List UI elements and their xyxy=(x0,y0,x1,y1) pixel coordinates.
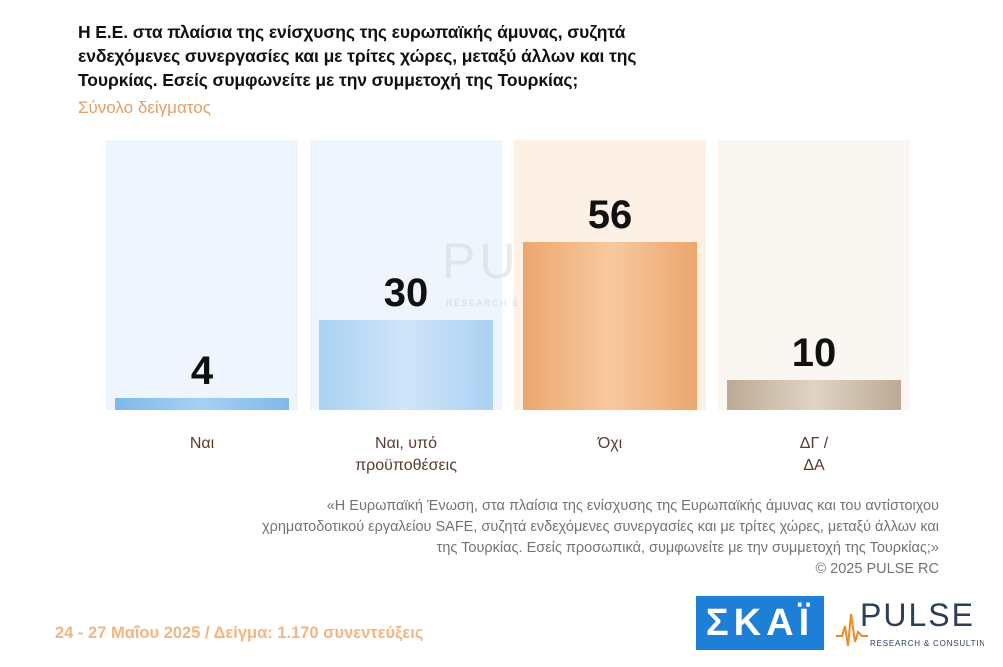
bar xyxy=(523,242,697,410)
category-label-line: ΔΓ / xyxy=(800,435,829,452)
pulse-logo-tagline: RESEARCH & CONSULTING xyxy=(870,639,984,648)
bar xyxy=(727,380,901,410)
category-label-line: ΔΑ xyxy=(803,457,825,474)
category-label: ΔΓ / ΔΑ xyxy=(800,435,829,474)
pulse-wave-icon xyxy=(836,613,868,647)
watermark-tagline: RESEARCH & CONSULTING xyxy=(446,298,597,308)
column-background xyxy=(106,140,298,410)
skai-logo: ΣΚΑΪ xyxy=(696,596,824,650)
question-quote: «Η Ευρωπαϊκή Ένωση, στα πλαίσια της ενίσ… xyxy=(261,498,939,556)
category-label-line: Ναι xyxy=(190,435,215,452)
category-label: Όχι xyxy=(597,435,623,452)
bar-value-label: 10 xyxy=(792,331,837,375)
chart-title: Η Ε.Ε. στα πλαίσια της ενίσχυσης της ευρ… xyxy=(78,22,637,90)
chart-subtitle: Σύνολο δείγματος xyxy=(78,98,211,117)
column-background xyxy=(718,140,910,410)
category-label: Ναι xyxy=(190,435,215,452)
copyright: © 2025 PULSE RC xyxy=(815,561,939,577)
bar-value-label: 4 xyxy=(191,349,214,393)
pulse-logo: PULSE RESEARCH & CONSULTING xyxy=(836,597,984,648)
question-note: «Η Ευρωπαϊκή Ένωση, στα πλαίσια της ενίσ… xyxy=(239,496,939,580)
category-label: Ναι, υπό προϋποθέσεις xyxy=(355,435,457,474)
bar-value-label: 56 xyxy=(588,193,633,237)
bar xyxy=(115,398,289,410)
bar xyxy=(319,320,493,410)
bar-value-label: 30 xyxy=(384,271,429,315)
fieldwork-dates-sample: 24 - 27 Μαΐου 2025 / Δείγμα: 1.170 συνεν… xyxy=(55,624,424,642)
pulse-logo-text: PULSE xyxy=(860,597,975,633)
category-label-line: Ναι, υπό xyxy=(375,435,437,452)
category-label-line: Όχι xyxy=(597,435,623,452)
skai-logo-text: ΣΚΑΪ xyxy=(705,601,815,644)
category-label-line: προϋποθέσεις xyxy=(355,457,457,474)
